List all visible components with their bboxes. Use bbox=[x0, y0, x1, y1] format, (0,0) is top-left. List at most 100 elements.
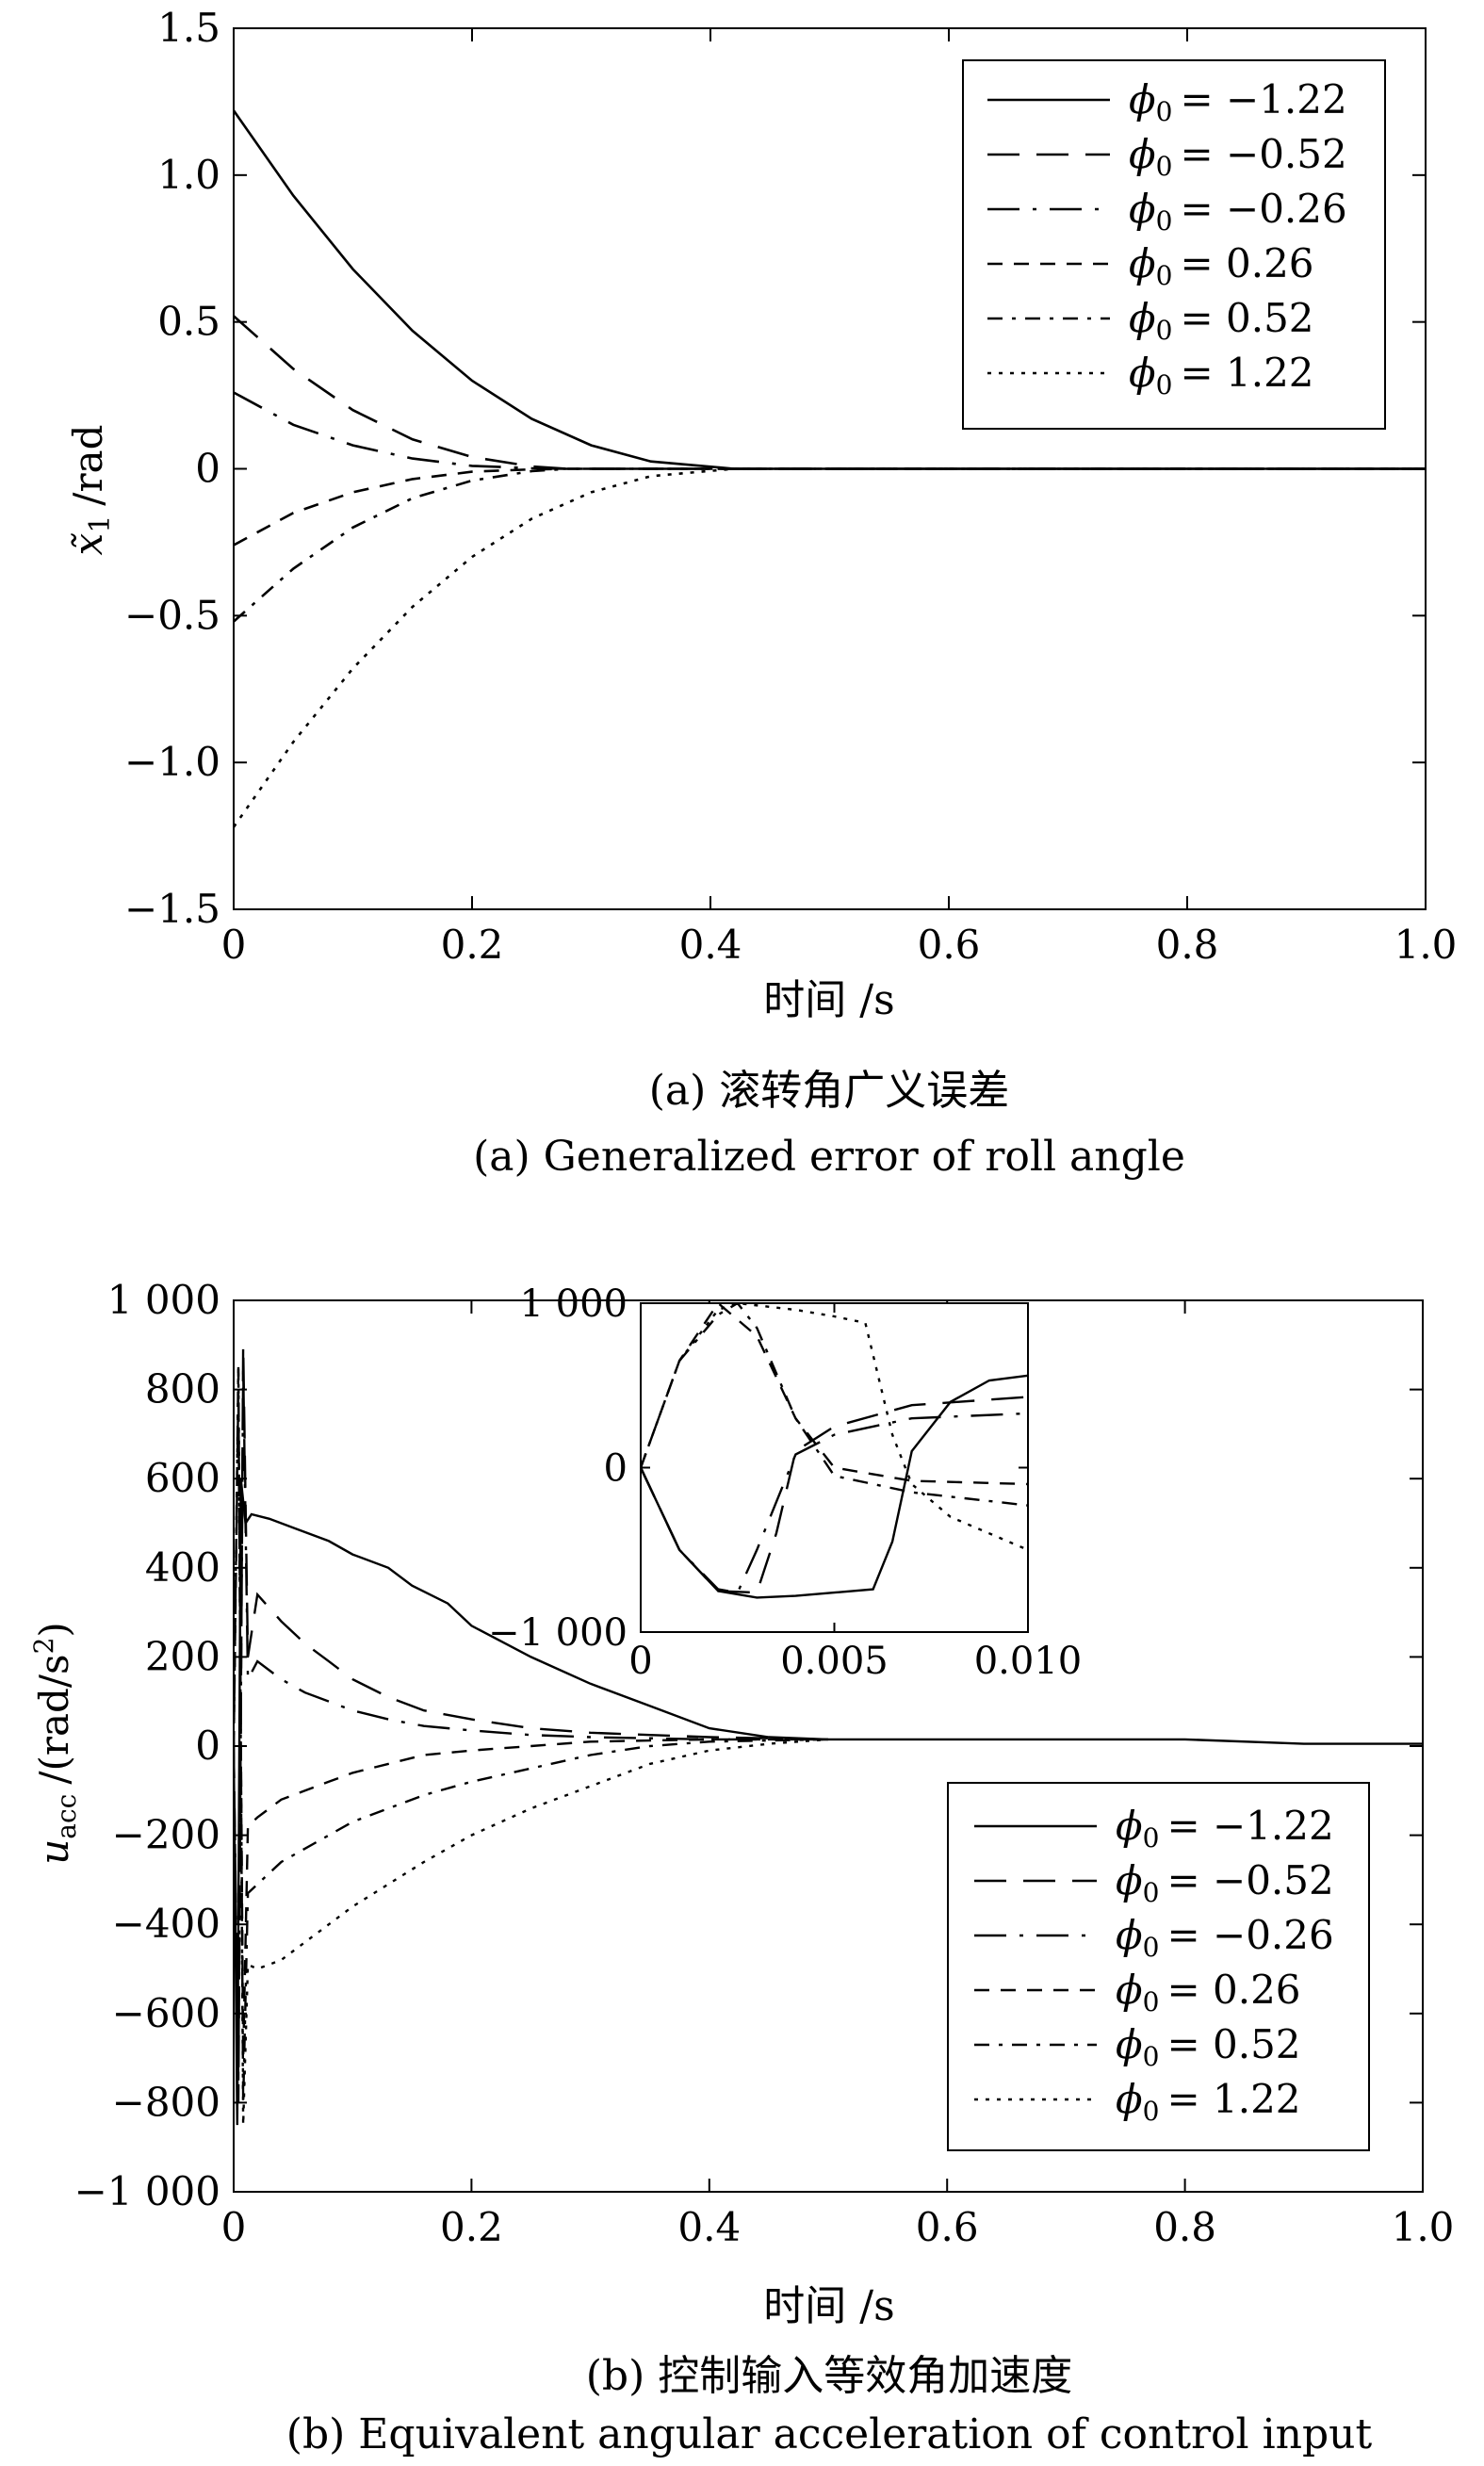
chart-b-ytick-label: 0 bbox=[195, 1723, 220, 1769]
chart-b-legend-label-1: ϕ0 = −0.52 bbox=[1116, 1857, 1334, 1908]
chart-b-legend-label-3: ϕ0 = 0.26 bbox=[1116, 1967, 1301, 2017]
chart-a-series-3 bbox=[234, 467, 1426, 547]
chart-b-legend-subscript: 0 bbox=[1143, 2041, 1160, 2072]
chart-a-legend-subscript: 0 bbox=[1156, 151, 1173, 182]
chart-b-xtick-label: 0 bbox=[221, 2204, 247, 2250]
chart-a-ylabel-unit: /rad bbox=[65, 425, 111, 506]
chart-b-inset-xtick-label: 0.005 bbox=[780, 1640, 889, 1683]
chart-b-xtick-label: 1.0 bbox=[1392, 2204, 1455, 2250]
chart-a-legend-label-5: ϕ0 = 1.22 bbox=[1129, 350, 1314, 400]
chart-a-legend-subscript: 0 bbox=[1156, 205, 1173, 237]
chart-a-legend-value: = −0.52 bbox=[1180, 131, 1346, 177]
chart-a-legend-symbol: ϕ bbox=[1129, 240, 1156, 286]
chart-a-ytick-label: −1.5 bbox=[124, 886, 220, 932]
chart-a-legend-value: = 1.22 bbox=[1180, 350, 1313, 396]
chart-a-legend-label-1: ϕ0 = −0.52 bbox=[1129, 131, 1347, 182]
chart-b-ytick-label: −800 bbox=[112, 2079, 220, 2125]
chart-b-inset-series bbox=[641, 1303, 1028, 1599]
chart-b-legend-box bbox=[947, 1782, 1370, 2151]
chart-b-ylabel-unit: /(rad/s bbox=[31, 1654, 77, 1784]
chart-a-legend-symbol: ϕ bbox=[1129, 131, 1156, 177]
chart-b-series-1 bbox=[234, 1345, 829, 2103]
chart-a-series bbox=[234, 109, 1426, 828]
chart-a-legend-box bbox=[962, 59, 1386, 430]
chart-b-legend-symbol: ϕ bbox=[1116, 1912, 1143, 1958]
chart-b-legend-subscript: 0 bbox=[1143, 1877, 1160, 1908]
chart-b-series bbox=[234, 1345, 1423, 2126]
chart-b-ytick-label: 200 bbox=[145, 1633, 220, 1679]
chart-b-xtick-label: 0.8 bbox=[1153, 2204, 1216, 2250]
chart-b-legend-label-2: ϕ0 = −0.26 bbox=[1116, 1912, 1334, 1963]
chart-b-series-0 bbox=[234, 1478, 1423, 2126]
chart-b-inset-xtick-label: 0.010 bbox=[974, 1640, 1083, 1683]
chart-b-ylabel-sub: acc bbox=[51, 1794, 82, 1839]
chart-b-xtick-label: 0.4 bbox=[677, 2204, 741, 2250]
chart-b-legend-symbol: ϕ bbox=[1116, 2021, 1143, 2067]
chart-a-legend-symbol: ϕ bbox=[1129, 350, 1156, 396]
chart-b-inset-series-2 bbox=[641, 1412, 1028, 1594]
chart-a-legend-subscript: 0 bbox=[1156, 315, 1173, 346]
chart-a-ytick-label: 1.5 bbox=[157, 5, 220, 51]
svg-text:uacc/(rad/s2): uacc /(rad/s2) bbox=[28, 1622, 82, 1865]
chart-a-xlabel: 时间 /s bbox=[763, 976, 894, 1024]
chart-a-legend-label-0: ϕ0 = −1.22 bbox=[1129, 76, 1347, 127]
chart-a-legend-value: = −0.26 bbox=[1180, 186, 1346, 232]
chart-a-ytick-label: 1.0 bbox=[157, 152, 220, 198]
chart-b-series-4 bbox=[234, 1366, 829, 2103]
chart-a-axes: 0 0.2 0.4 0.6 0.8 1.0 1.5 1.0 0.5 0 −0.5 −1.0 −1.5 bbox=[124, 5, 1457, 968]
chart-a-legend-symbol: ϕ bbox=[1129, 76, 1156, 122]
chart-a-ytick-label: 0.5 bbox=[157, 299, 220, 345]
chart-a-xtick-label: 0.4 bbox=[679, 922, 742, 968]
chart-b-ytick-label: 800 bbox=[145, 1366, 220, 1413]
chart-b-axes: 0 0.2 0.4 0.6 0.8 1.0 1 000 800 600 400 200 0 −200 −4… bbox=[74, 1277, 1455, 2250]
chart-b-ylabel: uacc /(rad/s2) bbox=[28, 1622, 82, 1865]
chart-b-ylabel-sup: 2 bbox=[28, 1638, 59, 1655]
chart-b-inset-series-5 bbox=[641, 1303, 1028, 1551]
svg-text:x̃1/rad: x̃1/rad bbox=[65, 425, 117, 556]
chart-b-ytick-label: 600 bbox=[145, 1455, 220, 1501]
chart-b-legend-label-0: ϕ0 = −1.22 bbox=[1116, 1803, 1334, 1854]
chart-a-legend-value: = −1.22 bbox=[1180, 76, 1346, 122]
chart-a-legend-symbol: ϕ bbox=[1129, 295, 1156, 341]
chart-a-ylabel: x̃1/rad bbox=[65, 425, 117, 556]
chart-b-ytick-label: 400 bbox=[145, 1544, 220, 1591]
chart-b-ytick-label: −600 bbox=[112, 1990, 220, 2036]
chart-b-series-2 bbox=[234, 1366, 828, 2081]
chart-a-caption-cn: (a) 滚转角广义误差 bbox=[649, 1067, 1010, 1115]
chart-b-legend-symbol: ϕ bbox=[1116, 1967, 1143, 2013]
chart-a-legend-subscript: 0 bbox=[1156, 369, 1173, 400]
chart-b-inset-ytick-label: 1 000 bbox=[519, 1282, 628, 1326]
chart-b-inset-xtick-label: 0 bbox=[628, 1640, 652, 1683]
chart-b-ytick-label: −200 bbox=[112, 1812, 220, 1858]
chart-a-legend-subscript: 0 bbox=[1156, 260, 1173, 291]
chart-a-legend-label-4: ϕ0 = 0.52 bbox=[1129, 295, 1314, 346]
chart-b-xtick-label: 0.2 bbox=[440, 2204, 503, 2250]
chart-b-legend-value: = 1.22 bbox=[1166, 2076, 1300, 2122]
chart-a-legend-label-2: ϕ0 = −0.26 bbox=[1129, 186, 1347, 237]
chart-a-legend-symbol: ϕ bbox=[1129, 186, 1156, 232]
chart-b-caption-en: (b) Equivalent angular acceleration of c… bbox=[286, 2410, 1373, 2458]
chart-a-ytick-label: 0 bbox=[195, 446, 220, 492]
chart-a-xtick-label: 1.0 bbox=[1394, 922, 1458, 968]
chart-a: 0 0.2 0.4 0.6 0.8 1.0 1.5 1.0 0.5 0 −0.5 −1.0 −1.5 x… bbox=[65, 5, 1457, 1181]
chart-b: 0 0.2 0.4 0.6 0.8 1.01 0008006004002000−200−4… bbox=[28, 1277, 1454, 2458]
chart-b-legend-subscript: 0 bbox=[1143, 1986, 1160, 2017]
chart-a-legend-label-3: ϕ0 = 0.26 bbox=[1129, 240, 1314, 291]
chart-b-inset-series-4 bbox=[641, 1303, 1028, 1507]
chart-a-ylabel-symbol: x̃ bbox=[65, 532, 111, 555]
chart-b-legend-subscript: 0 bbox=[1143, 1932, 1160, 1963]
chart-a-ylabel-sub: 1 bbox=[84, 515, 117, 533]
chart-a-caption-en: (a) Generalized error of roll angle bbox=[473, 1133, 1185, 1181]
chart-a-legend-value: = 0.52 bbox=[1180, 295, 1313, 341]
chart-b-legend-value: = −0.52 bbox=[1166, 1857, 1333, 1903]
chart-b-xlabel: 时间 /s bbox=[763, 2282, 894, 2330]
chart-a-legend-value: = 0.26 bbox=[1180, 240, 1313, 286]
chart-b-legend-label-4: ϕ0 = 0.52 bbox=[1116, 2021, 1301, 2072]
chart-b-xtick-label: 0.6 bbox=[916, 2204, 979, 2250]
chart-a-series-5 bbox=[234, 467, 1426, 828]
